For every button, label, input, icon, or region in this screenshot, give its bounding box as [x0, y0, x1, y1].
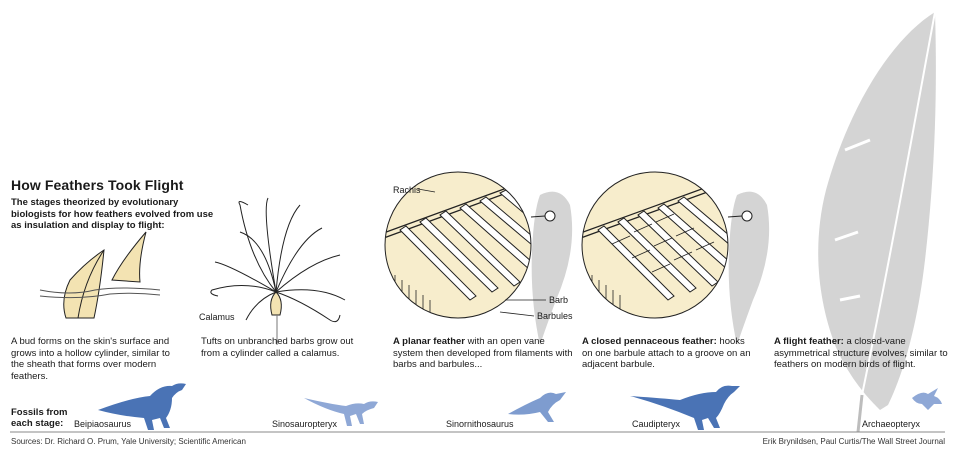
stage-5-description: A flight feather: a closed-vane asymmetr… [774, 336, 948, 370]
fossil-name-caudipteryx: Caudipteryx [632, 419, 681, 429]
fossil-name-sinosauropteryx: Sinosauropteryx [272, 419, 338, 429]
sources-text: Sources: Dr. Richard O. Prum, Yale Unive… [11, 437, 246, 446]
sinornithosaurus-silhouette [508, 392, 566, 422]
page-subtitle: The stages theorized by evolutionary bio… [11, 197, 214, 231]
barbules-label: Barbules [537, 311, 573, 321]
tuft-illustration [210, 197, 346, 345]
archaeopteryx-silhouette [912, 388, 942, 410]
rachis-label: Rachis [393, 185, 421, 195]
flight-feather-illustration [818, 11, 936, 433]
bud-illustration [39, 231, 161, 319]
stage-4-description: A closed pennaceous feather: hooks on on… [582, 336, 751, 370]
planar-feather-illustration [384, 171, 573, 345]
page-title: How Feathers Took Flight [11, 177, 184, 193]
fossil-name-sinornithosaurus: Sinornithosaurus [446, 419, 514, 429]
barb-label: Barb [549, 295, 569, 305]
caudipteryx-silhouette [630, 385, 740, 430]
calamus-label: Calamus [199, 312, 235, 322]
sinosauropteryx-silhouette [304, 398, 378, 426]
beipiaosaurus-silhouette [98, 383, 186, 430]
pennaceous-feather-illustration [581, 171, 770, 345]
stage-1-description: A bud forms on the skin's surface and gr… [11, 336, 170, 382]
fossil-name-archaeopteryx: Archaeopteryx [862, 419, 921, 429]
stage-2-description: Tufts on unbranched barbs grow out from … [201, 336, 354, 359]
stage-3-description: A planar feather with an open vane syste… [393, 336, 573, 370]
fossils-heading: Fossils from each stage: [11, 407, 68, 429]
fossil-name-beipiaosaurus: Beipiaosaurus [74, 419, 132, 429]
credit-text: Erik Brynildsen, Paul Curtis/The Wall St… [762, 437, 945, 446]
